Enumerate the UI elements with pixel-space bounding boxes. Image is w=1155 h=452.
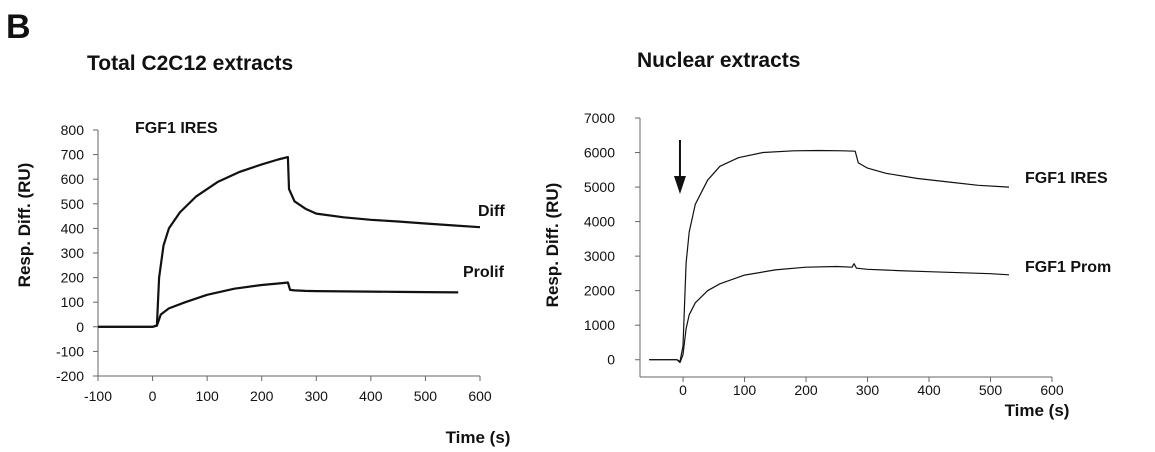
x-tick-label: 600 bbox=[468, 388, 492, 404]
series-label: Prolif bbox=[463, 264, 505, 281]
x-tick-label: 400 bbox=[917, 382, 941, 398]
y-tick-label: 5000 bbox=[584, 179, 615, 195]
series-label: FGF1 IRES bbox=[1025, 170, 1108, 187]
y-tick-label: 200 bbox=[61, 270, 85, 286]
x-tick-label: 100 bbox=[733, 382, 757, 398]
y-tick-label: -200 bbox=[56, 368, 84, 384]
y-tick-label: 0 bbox=[607, 352, 615, 368]
y-tick-label: 300 bbox=[61, 245, 85, 261]
y-axis-label: Resp. Diff. (RU) bbox=[543, 183, 562, 308]
x-tick-label: 0 bbox=[679, 382, 687, 398]
x-ticks: -100 0 100 200 300 400 500 600 bbox=[84, 376, 492, 404]
y-axis-label: Resp. Diff. (RU) bbox=[15, 163, 34, 288]
panel-letter: B bbox=[6, 8, 31, 46]
x-tick-label: 300 bbox=[305, 388, 329, 404]
x-tick-label: 200 bbox=[250, 388, 274, 404]
x-tick-label: 400 bbox=[359, 388, 383, 404]
x-tick-label: 100 bbox=[195, 388, 219, 404]
y-ticks: 0 1000 2000 3000 4000 5000 6000 7000 bbox=[584, 110, 640, 368]
x-ticks: 0 100 200 300 400 500 600 bbox=[679, 377, 1064, 398]
series-label: Diff bbox=[478, 203, 505, 220]
x-axis-label: Time (s) bbox=[446, 428, 511, 447]
series-group: Diff Prolif bbox=[98, 156, 505, 328]
series-line-diff bbox=[98, 156, 481, 328]
x-tick-label: 600 bbox=[1040, 382, 1064, 398]
y-tick-label: 400 bbox=[61, 220, 85, 236]
y-tick-label: 600 bbox=[61, 171, 85, 187]
y-tick-label: 700 bbox=[61, 147, 85, 163]
y-tick-label: -100 bbox=[56, 343, 84, 359]
y-tick-label: 100 bbox=[61, 294, 85, 310]
y-tick-label: 4000 bbox=[584, 214, 615, 230]
y-tick-label: 0 bbox=[76, 319, 84, 335]
injection-arrow bbox=[673, 140, 686, 194]
series-line-fgf1-ires bbox=[649, 149, 1010, 363]
y-tick-label: 7000 bbox=[584, 110, 615, 126]
chart-nuclear-extracts: Nuclear extracts Resp. Diff. (RU) Time (… bbox=[543, 49, 1111, 420]
series-line-prolif bbox=[98, 281, 459, 328]
chart-title: Total C2C12 extracts bbox=[87, 52, 293, 75]
series-line-fgf1-prom bbox=[649, 263, 1010, 364]
y-tick-label: 2000 bbox=[584, 283, 615, 299]
series-label: FGF1 Prom bbox=[1025, 259, 1111, 276]
x-tick-label: 300 bbox=[856, 382, 880, 398]
y-tick-label: 1000 bbox=[584, 317, 615, 333]
y-tick-label: 500 bbox=[61, 196, 85, 212]
x-tick-label: -100 bbox=[84, 388, 112, 404]
arrow-head bbox=[673, 176, 686, 194]
chart-total-extracts: Total C2C12 extracts FGF1 IRES Resp. Dif… bbox=[15, 52, 510, 447]
x-tick-label: 500 bbox=[979, 382, 1003, 398]
series-group: FGF1 IRES FGF1 Prom bbox=[649, 149, 1111, 364]
y-tick-label: 6000 bbox=[584, 145, 615, 161]
chart-annotation: FGF1 IRES bbox=[135, 120, 218, 137]
y-ticks: -200 -100 0 100 200 300 400 500 600 700 800 bbox=[56, 122, 98, 384]
y-tick-label: 800 bbox=[61, 122, 85, 138]
x-tick-label: 0 bbox=[149, 388, 157, 404]
x-tick-label: 200 bbox=[794, 382, 818, 398]
x-axis-label: Time (s) bbox=[1005, 401, 1070, 420]
y-tick-label: 3000 bbox=[584, 248, 615, 264]
chart-title: Nuclear extracts bbox=[637, 49, 800, 72]
x-tick-label: 500 bbox=[414, 388, 438, 404]
